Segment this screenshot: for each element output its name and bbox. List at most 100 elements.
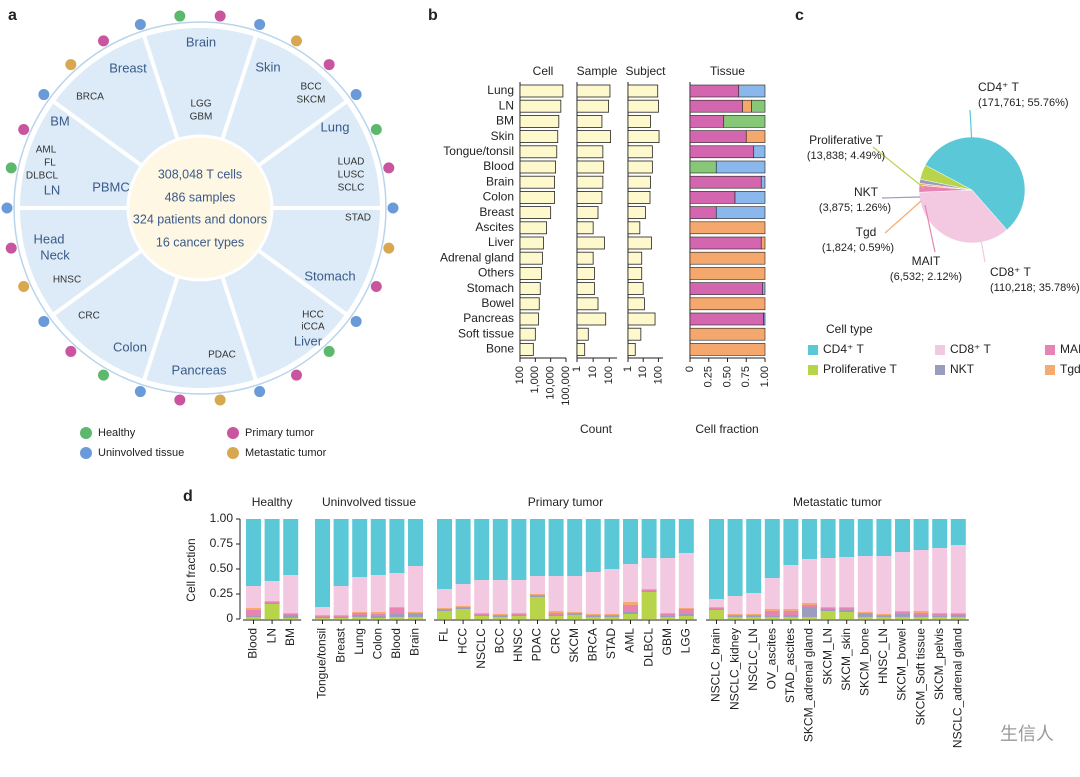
stack-segment [895,614,910,617]
panel-label: c [795,7,804,24]
cancer-type: CRC [78,311,100,322]
stack-segment [839,519,855,557]
stack-segment [857,519,873,556]
bar [519,175,555,189]
legend-label: Proliferative T [823,362,897,376]
stack-segment [264,519,280,581]
sample-dot [383,242,395,254]
bar [519,190,555,204]
sample-dot [291,369,302,381]
sample-dot [214,394,226,406]
stack-segment [746,614,762,615]
y-tick-label: 0.50 [210,561,234,575]
x-tick-label: 100 [603,366,615,384]
bar [519,206,552,220]
bar [576,342,586,356]
x-tick-label: SKCM_bowel [895,628,909,701]
sample-dot [98,369,109,381]
stack-segment [623,564,638,602]
stack-segment [709,609,724,610]
x-tick-label: 10 [637,366,649,378]
category-label: Blood [483,159,514,173]
category-label: Bone [486,342,514,356]
stack-segment [876,519,892,556]
stack-segment [876,616,892,617]
center-disc [126,134,274,282]
stack-segment [764,617,780,619]
stack-segment [689,251,766,265]
bar [519,145,558,159]
stack-segment [660,614,676,616]
bar [576,130,611,144]
y-tick-label: 0.75 [210,536,234,550]
category-label: Colon [483,190,514,204]
category-label: Pancreas [463,311,514,325]
stack-segment [585,519,601,572]
bar [519,266,542,280]
sample-dot [350,315,362,327]
bar [627,297,645,311]
stack-segment [895,612,910,614]
stack-segment [727,617,743,619]
stack-segment [604,519,620,569]
stack-segment [455,607,471,608]
region-name: Pancreas [172,362,227,377]
stack-segment [738,84,766,98]
stack-segment [604,569,620,614]
stack-segment [370,612,386,614]
stack-segment [839,557,855,607]
slice-label: Proliferative T [809,133,883,147]
stack-segment [678,553,694,608]
stack-segment [246,616,261,617]
stack-segment [913,550,929,611]
stack-segment [408,614,423,617]
sample-dot [38,315,50,327]
x-tick-label: SKCM_LN [820,628,834,685]
legend-swatch [1045,345,1055,355]
stack-segment [689,282,764,295]
stack-segment [678,616,694,619]
sector-divider [255,247,348,317]
x-tick-label: BCC [492,628,506,654]
x-tick-label: HNSC [511,628,525,662]
legend-swatch [935,345,945,355]
stack-segment [709,599,724,607]
stack-segment [689,297,766,311]
stack-segment [283,575,299,613]
x-tick-label: 0.50 [721,366,733,387]
stack-segment [437,610,452,611]
stack-segment [783,615,799,617]
sample-dot [323,59,335,71]
stack-segment [839,612,855,619]
stack-segment [689,327,766,341]
stack-segment [567,615,583,619]
stack-segment [437,519,452,589]
x-tick-label: Lung [352,628,366,655]
bar [576,206,599,220]
stack-segment [678,614,694,616]
region-name: Liver [294,333,323,348]
stack-segment [764,578,780,609]
legend-dot [80,427,92,439]
stack-segment [530,519,545,576]
stack-segment [641,519,657,558]
bar [519,84,564,98]
stack-segment [783,611,799,615]
legend-swatch [935,365,945,375]
column-title: Tissue [710,64,745,78]
stack-segment [839,608,855,610]
bar [576,145,604,159]
slice-value-label: (6,532; 2.12%) [890,271,962,283]
stack-segment [548,615,564,616]
column-title: Cell [533,64,554,78]
bar [576,84,611,98]
stack-segment [641,592,657,619]
stack-segment [246,608,261,610]
slice-value-label: (110,218; 35.78%) [990,282,1080,294]
stack-segment [913,611,929,613]
panel-label: d [183,488,193,505]
stack-segment [678,608,694,609]
bar [627,175,651,189]
stack-segment [530,576,545,594]
stack-segment [745,130,766,143]
